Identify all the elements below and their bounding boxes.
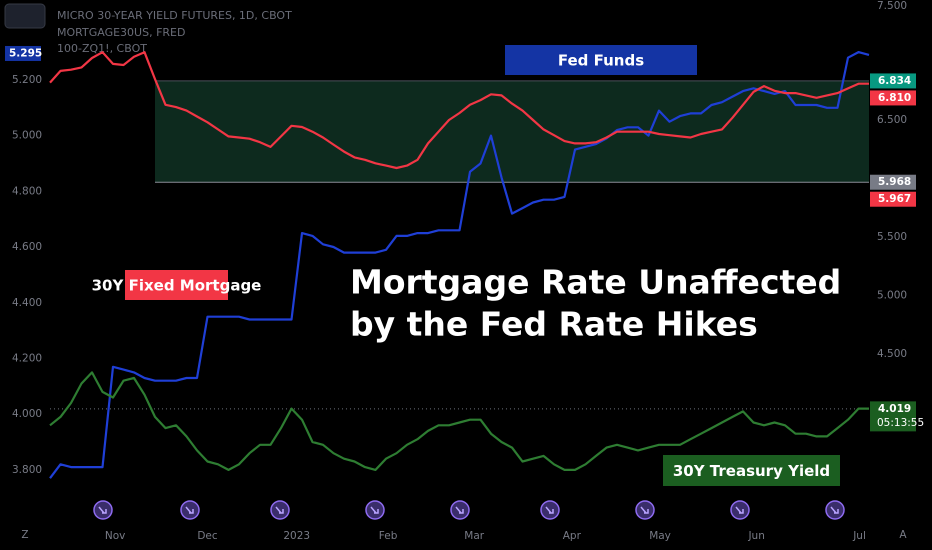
price-label-box — [870, 174, 916, 190]
series-line — [49, 51, 870, 479]
legend-label: 30Y Fixed Mortgage — [92, 277, 262, 295]
highlight-band — [155, 80, 869, 183]
event-icon — [180, 500, 200, 520]
event-icon-glyph — [640, 506, 649, 514]
chart-title: Mortgage Rate Unaffected — [350, 263, 841, 302]
y-tick-label: 4.200 — [12, 352, 42, 364]
x-tick-label: Jun — [747, 530, 764, 542]
event-icon-glyph — [735, 506, 744, 514]
y-tick-label: 3.800 — [12, 464, 42, 476]
x-tick-label: Mar — [464, 530, 484, 542]
y2-tick-label: 5.000 — [877, 289, 907, 301]
legend-label: 30Y Treasury Yield — [673, 462, 830, 480]
event-icon-glyph — [275, 506, 284, 514]
event-icon — [540, 500, 560, 520]
price-label: 6.834 — [878, 75, 911, 87]
price-label-box — [870, 90, 916, 106]
price-label: 6.810 — [878, 92, 911, 104]
y-tick-label: 5.200 — [12, 74, 42, 86]
event-icon — [450, 500, 470, 520]
event-icon — [270, 500, 290, 520]
event-icon-glyph — [545, 506, 554, 514]
event-icon — [365, 500, 385, 520]
event-icon — [635, 500, 655, 520]
x-tick-label: 2023 — [283, 530, 310, 542]
y2-tick-label: 6.500 — [877, 114, 907, 126]
x-tick-label: May — [649, 530, 671, 542]
y-tick-label: 4.000 — [12, 408, 42, 420]
event-icon-glyph — [185, 506, 194, 514]
x-tick-label: Jul — [852, 530, 866, 542]
legend-label: Fed Funds — [558, 52, 644, 70]
price-label: 4.019 — [878, 403, 911, 415]
menu-button[interactable] — [4, 3, 46, 29]
series-line — [49, 371, 869, 471]
countdown-label: 05:13:55 — [877, 417, 924, 429]
series-line — [49, 51, 869, 170]
y2-tick-label: 5.500 — [877, 231, 907, 243]
event-icon — [825, 500, 845, 520]
event-icon — [730, 500, 750, 520]
x-tick-label: Feb — [379, 530, 398, 542]
y-tick-label: 5.000 — [12, 130, 42, 142]
y-tick-label: 4.800 — [12, 185, 42, 197]
event-icon-glyph — [370, 506, 379, 514]
x-tick-label: Apr — [563, 530, 582, 542]
corner-button[interactable]: Z — [21, 529, 28, 541]
header-line: MORTGAGE30US, FRED — [57, 26, 185, 39]
price-label: 5.968 — [878, 176, 911, 188]
y-tick-label: 4.600 — [12, 241, 42, 253]
legend-box — [505, 45, 697, 75]
event-icon-glyph — [98, 506, 107, 514]
y2-tick-label: 4.500 — [877, 348, 907, 360]
event-icon-glyph — [455, 506, 464, 514]
legend-box — [125, 270, 228, 300]
event-icon — [93, 500, 113, 520]
corner-button[interactable]: A — [899, 529, 907, 541]
price-label: 5.295 — [9, 47, 42, 59]
x-tick-label: Dec — [197, 530, 218, 542]
header-line: MICRO 30-YEAR YIELD FUTURES, 1D, CBOT — [57, 9, 292, 22]
price-label-box — [870, 401, 916, 432]
y2-tick-label: 7.500 — [877, 0, 907, 12]
event-icons — [93, 500, 845, 520]
header-line: 100-ZQ1!, CBOT — [57, 42, 147, 55]
price-label: 5.967 — [878, 193, 911, 205]
event-icon-glyph — [830, 506, 839, 514]
legend-box — [663, 455, 840, 486]
y-tick-label: 4.400 — [12, 297, 42, 309]
x-tick-label: Nov — [105, 530, 126, 542]
chart-title: by the Fed Rate Hikes — [350, 305, 758, 344]
price-label-box — [5, 45, 41, 61]
price-label-box — [870, 191, 916, 207]
price-label-box — [870, 73, 916, 89]
